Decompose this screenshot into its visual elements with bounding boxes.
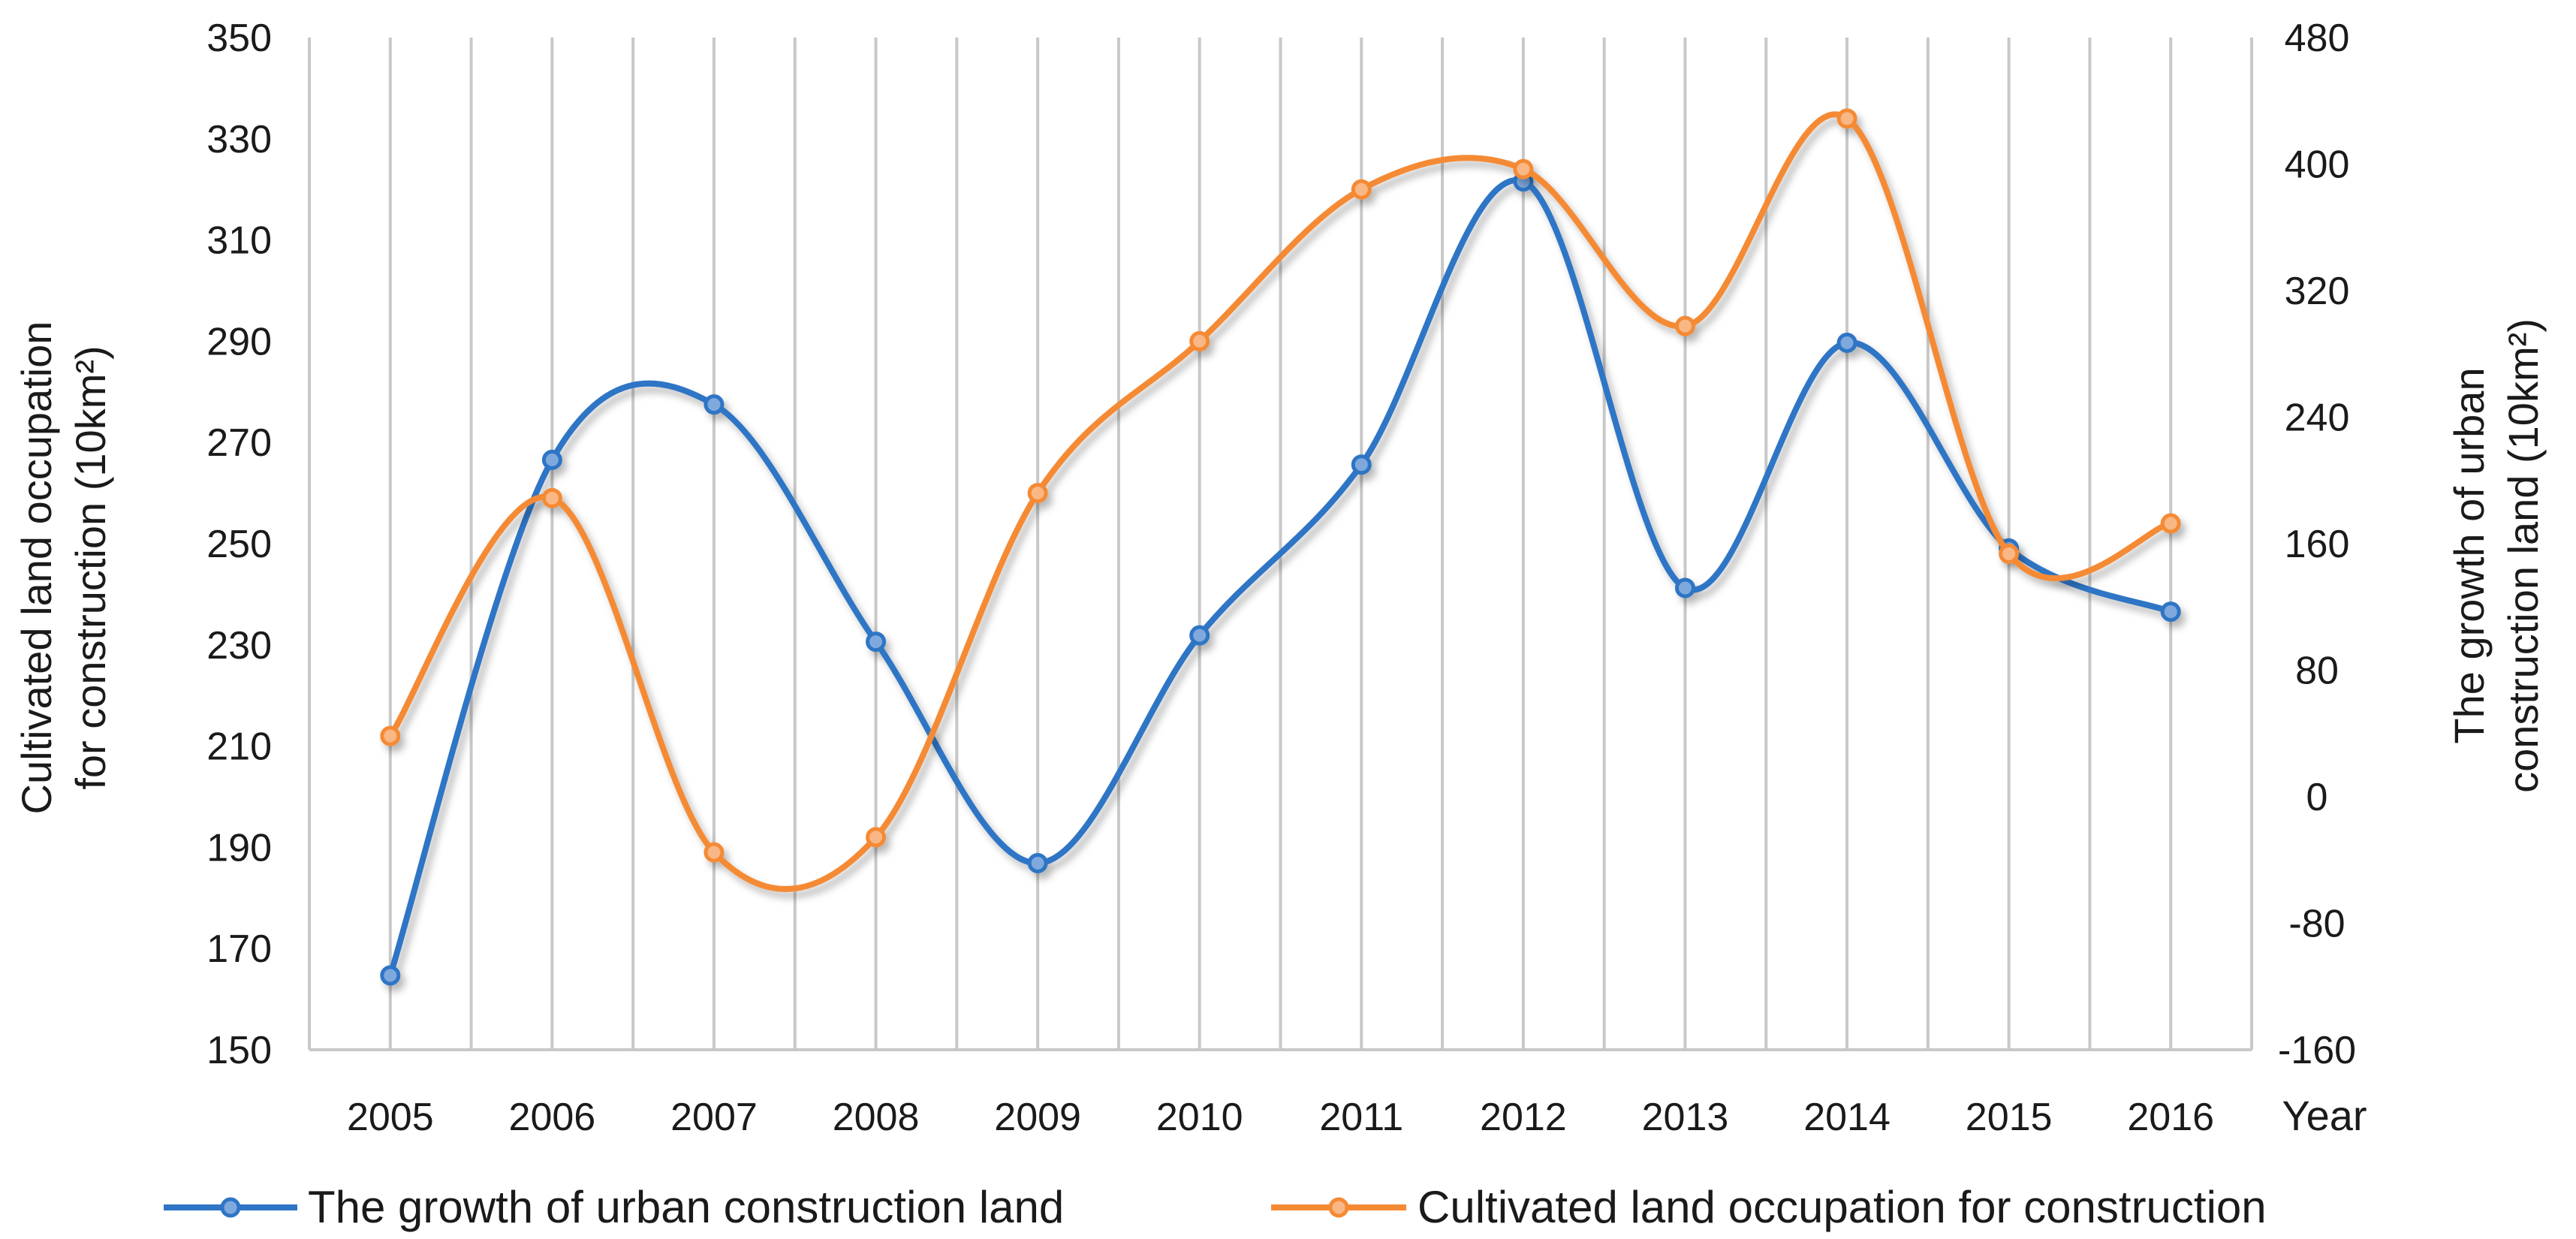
left-tick-label: 170 bbox=[206, 927, 272, 971]
vertical-gridlines bbox=[308, 38, 2253, 1050]
left-axis-title-line-2: for construction (10km²) bbox=[67, 345, 114, 789]
x-axis-title: Year bbox=[2282, 1092, 2367, 1139]
left-tick-label: 210 bbox=[206, 725, 272, 769]
x-tick-label: 2012 bbox=[1480, 1096, 1567, 1139]
data-point[interactable] bbox=[2160, 513, 2181, 534]
left-tick-label: 250 bbox=[206, 523, 272, 566]
x-tick-label: 2013 bbox=[1642, 1096, 1729, 1139]
x-tick-label: 2011 bbox=[1319, 1096, 1403, 1139]
data-point[interactable] bbox=[1513, 158, 1534, 179]
legend: The growth of urban construction land Cu… bbox=[164, 1182, 2267, 1232]
data-point[interactable] bbox=[704, 842, 725, 863]
left-tick-label: 330 bbox=[206, 118, 272, 161]
right-tick-label: 160 bbox=[2285, 523, 2350, 566]
data-point[interactable] bbox=[380, 965, 401, 986]
data-point[interactable] bbox=[1351, 454, 1372, 475]
x-tick-label: 2009 bbox=[994, 1096, 1081, 1139]
data-point[interactable] bbox=[1674, 577, 1695, 598]
right-tick-label: 0 bbox=[2306, 776, 2328, 819]
data-point[interactable] bbox=[541, 449, 562, 470]
data-point[interactable] bbox=[1999, 543, 2020, 564]
x-tick-label: 2014 bbox=[1803, 1096, 1891, 1139]
x-tick-label: 2015 bbox=[1966, 1096, 2053, 1139]
x-tick-label: 2008 bbox=[833, 1096, 920, 1139]
left-tick-label: 290 bbox=[206, 320, 272, 363]
right-tick-label: 80 bbox=[2295, 650, 2339, 693]
data-point[interactable] bbox=[1027, 483, 1048, 504]
left-tick-label: 150 bbox=[206, 1029, 272, 1072]
data-point[interactable] bbox=[2160, 601, 2181, 623]
right-tick-label: 400 bbox=[2285, 143, 2350, 187]
data-point[interactable] bbox=[1027, 852, 1048, 873]
series-layer bbox=[380, 108, 2181, 986]
series-cultivated-land bbox=[380, 108, 2181, 892]
right-y-axis: -160 -80 0 80 160 240 320 400 480 bbox=[2278, 17, 2356, 1072]
legend-item-urban[interactable]: The growth of urban construction land bbox=[164, 1182, 1064, 1232]
x-axis: 2005 2006 2007 2008 2009 2010 2011 2012 2013 2014… bbox=[347, 1096, 2214, 1139]
x-tick-label: 2010 bbox=[1156, 1096, 1243, 1139]
x-tick-label: 2016 bbox=[2127, 1096, 2214, 1139]
data-point[interactable] bbox=[380, 725, 401, 746]
data-point[interactable] bbox=[1351, 179, 1372, 200]
data-point[interactable] bbox=[1674, 315, 1695, 336]
left-tick-label: 310 bbox=[206, 219, 272, 263]
right-tick-label: 480 bbox=[2285, 17, 2350, 60]
data-point[interactable] bbox=[866, 632, 887, 653]
right-tick-label: -80 bbox=[2288, 903, 2345, 946]
left-tick-label: 270 bbox=[206, 421, 272, 465]
right-tick-label: -160 bbox=[2278, 1029, 2356, 1072]
data-point[interactable] bbox=[866, 827, 887, 848]
data-point[interactable] bbox=[704, 394, 725, 415]
data-point[interactable] bbox=[1189, 330, 1210, 351]
left-tick-label: 230 bbox=[206, 624, 272, 668]
legend-label-urban: The growth of urban construction land bbox=[308, 1182, 1064, 1232]
x-tick-label: 2006 bbox=[509, 1096, 596, 1139]
plot-area bbox=[308, 38, 2253, 1051]
right-axis-title-line-2: construction land (10km²) bbox=[2499, 318, 2547, 793]
legend-item-cultivated[interactable]: Cultivated land occupation for construct… bbox=[1271, 1182, 2267, 1232]
series-line bbox=[387, 111, 2172, 892]
data-point[interactable] bbox=[541, 487, 562, 508]
legend-label-cultivated: Cultivated land occupation for construct… bbox=[1418, 1182, 2267, 1232]
data-point[interactable] bbox=[1189, 625, 1210, 646]
right-axis-title-line-1: The growth of urban bbox=[2445, 367, 2493, 743]
left-axis-title: Cultivated land occupation for construct… bbox=[13, 321, 114, 815]
right-tick-label: 240 bbox=[2285, 396, 2350, 440]
data-point[interactable] bbox=[1836, 108, 1857, 129]
left-tick-label: 190 bbox=[206, 826, 272, 870]
legend-marker-urban bbox=[220, 1197, 241, 1218]
legend-marker-cultivated bbox=[1328, 1197, 1349, 1218]
data-point[interactable] bbox=[1836, 333, 1857, 354]
left-tick-label: 350 bbox=[206, 17, 272, 60]
x-tick-label: 2007 bbox=[670, 1096, 758, 1139]
left-axis-title-line-1: Cultivated land occupation bbox=[13, 321, 60, 815]
right-axis-title: The growth of urban construction land (1… bbox=[2445, 318, 2547, 793]
right-tick-label: 320 bbox=[2285, 270, 2350, 313]
x-tick-label: 2005 bbox=[347, 1096, 434, 1139]
left-y-axis: 150 170 190 210 230 250 270 290 310 330 350 bbox=[206, 17, 272, 1072]
